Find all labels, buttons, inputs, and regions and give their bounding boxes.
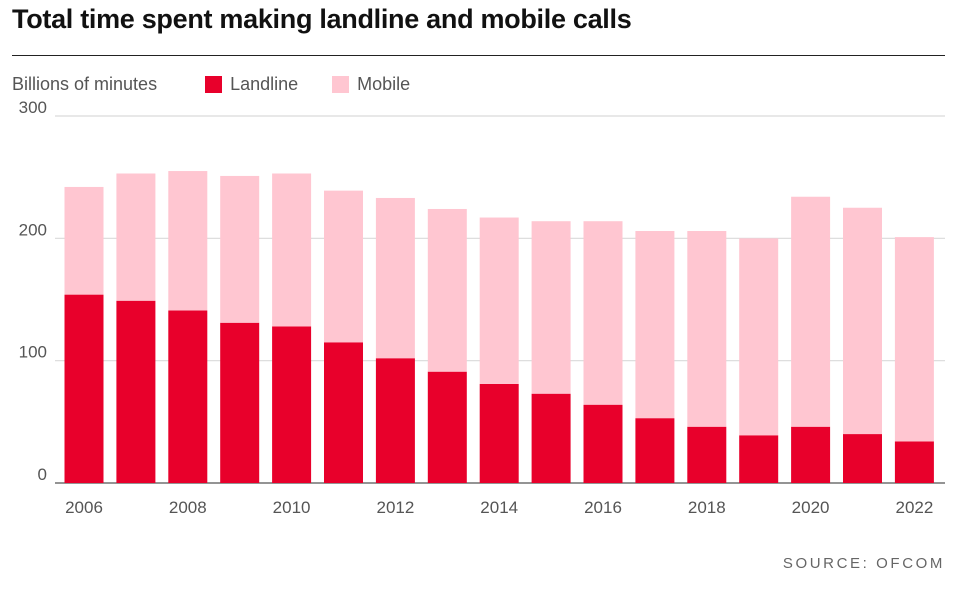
title-divider <box>12 55 945 56</box>
bar-landline-2007 <box>116 300 156 483</box>
bar-mobile-2014 <box>479 217 519 384</box>
x-tick-label-2014: 2014 <box>480 498 518 517</box>
legend-swatch-mobile <box>332 75 350 93</box>
x-tick-label-2012: 2012 <box>376 498 414 517</box>
bar-mobile-2009 <box>220 175 260 323</box>
legend-item-mobile: Mobile <box>332 74 410 95</box>
bar-mobile-2008 <box>168 171 208 311</box>
x-tick-label-2018: 2018 <box>688 498 726 517</box>
bar-landline-2017 <box>635 418 675 483</box>
bar-mobile-2013 <box>427 208 467 372</box>
bar-mobile-2020 <box>791 196 831 427</box>
bar-landline-2015 <box>531 393 571 483</box>
bar-landline-2008 <box>168 310 208 483</box>
bar-landline-2019 <box>739 435 779 483</box>
bar-landline-2006 <box>64 294 104 483</box>
legend-swatch-landline <box>205 75 223 93</box>
legend-label-mobile: Mobile <box>357 73 411 94</box>
bars <box>64 171 934 483</box>
x-tick-label-2008: 2008 <box>169 498 207 517</box>
bar-mobile-2016 <box>583 221 623 405</box>
x-tick-label-2022: 2022 <box>895 498 933 517</box>
bar-mobile-2021 <box>843 207 882 435</box>
bar-landline-2018 <box>687 426 727 483</box>
bar-mobile-2010 <box>272 173 312 327</box>
bar-landline-2022 <box>894 441 934 483</box>
bar-landline-2016 <box>583 404 623 483</box>
bar-mobile-2015 <box>531 221 571 394</box>
y-tick-label-200: 200 <box>19 220 47 239</box>
bar-mobile-2007 <box>116 173 156 301</box>
bar-landline-2011 <box>324 342 363 483</box>
legend-item-landline: Landline <box>205 74 298 95</box>
bar-landline-2020 <box>791 426 831 483</box>
bar-mobile-2017 <box>635 230 675 419</box>
bar-landline-2009 <box>220 322 260 483</box>
bar-landline-2014 <box>479 383 519 483</box>
y-tick-label-300: 300 <box>19 98 47 117</box>
y-axis-label: Billions of minutes <box>12 73 158 94</box>
y-axis-ticks: 0 100 200 300 <box>19 98 47 484</box>
chart-title: Total time spent making landline and mob… <box>12 4 632 34</box>
bar-mobile-2012 <box>375 197 415 359</box>
x-tick-label-2016: 2016 <box>584 498 622 517</box>
x-tick-label-2010: 2010 <box>273 498 311 517</box>
y-tick-label-100: 100 <box>19 343 47 362</box>
legend: Billions of minutes Landline Mobile <box>12 72 444 96</box>
legend-label-landline: Landline <box>230 73 299 94</box>
bar-mobile-2006 <box>64 186 104 295</box>
bar-mobile-2022 <box>894 237 934 442</box>
bar-mobile-2018 <box>687 230 727 427</box>
source-note: SOURCE: OFCOM <box>782 555 945 572</box>
x-tick-label-2006: 2006 <box>65 498 103 517</box>
bar-landline-2021 <box>843 434 882 483</box>
bar-landline-2012 <box>375 358 415 483</box>
bar-mobile-2019 <box>739 238 779 436</box>
y-tick-label-0: 0 <box>38 465 47 484</box>
bar-landline-2010 <box>272 326 312 483</box>
bar-landline-2013 <box>427 371 467 483</box>
x-tick-label-2020: 2020 <box>792 498 830 517</box>
x-axis-ticks: 2006 2008 2010 2012 2014 2016 2018 2020 2022 <box>65 498 933 517</box>
bar-mobile-2011 <box>324 190 363 343</box>
